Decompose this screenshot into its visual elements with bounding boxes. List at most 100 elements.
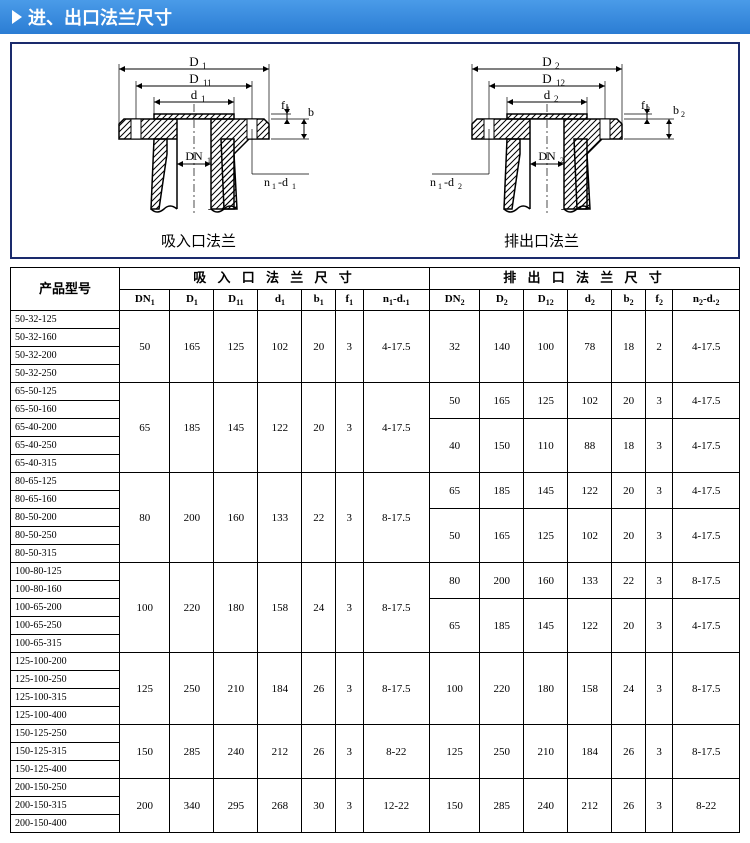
outlet-cell: 20 — [612, 599, 646, 653]
inlet-cell: 8-17.5 — [363, 473, 429, 563]
hdr-out-5: f2 — [645, 289, 672, 311]
hdr-in-3: d1 — [258, 289, 302, 311]
outlet-cell: 8-17.5 — [673, 563, 740, 599]
hdr-in-6: n1-d.1 — [363, 289, 429, 311]
hdr-out-4: b2 — [612, 289, 646, 311]
hdr-out-1: D2 — [480, 289, 524, 311]
inlet-cell: 210 — [214, 653, 258, 725]
inlet-cell: 65 — [120, 383, 170, 473]
outlet-cell: 50 — [429, 383, 479, 419]
outlet-cell: 3 — [645, 473, 672, 509]
outlet-cell: 4-17.5 — [673, 473, 740, 509]
outlet-cell: 184 — [568, 725, 612, 779]
outlet-cell: 158 — [568, 653, 612, 725]
hdr-outlet: 排 出 口 法 兰 尺 寸 — [429, 268, 739, 290]
outlet-cell: 65 — [429, 473, 479, 509]
inlet-cell: 20 — [302, 311, 336, 383]
outlet-cell: 100 — [524, 311, 568, 383]
inlet-cell: 125 — [120, 653, 170, 725]
outlet-cell: 125 — [524, 509, 568, 563]
outlet-cell: 20 — [612, 383, 646, 419]
svg-text:-d: -d — [278, 175, 288, 189]
outlet-cell: 32 — [429, 311, 479, 383]
inlet-cell: 102 — [258, 311, 302, 383]
table-row: 80-65-125802001601332238-17.565185145122… — [11, 473, 740, 491]
inlet-cell: 212 — [258, 725, 302, 779]
inlet-cell: 22 — [302, 473, 336, 563]
svg-text:2: 2 — [560, 156, 564, 165]
svg-text:D: D — [542, 54, 551, 69]
model-cell: 200-150-315 — [11, 797, 120, 815]
inlet-cell: 4-17.5 — [363, 311, 429, 383]
outlet-flange-svg: D2 D12 d2 DN2 f2 b2 — [392, 54, 692, 224]
inlet-cell: 185 — [170, 383, 214, 473]
model-cell: 50-32-200 — [11, 347, 120, 365]
outlet-cell: 26 — [612, 725, 646, 779]
outlet-caption: 排出口法兰 — [392, 230, 692, 251]
svg-text:d: d — [543, 87, 550, 102]
outlet-cell: 165 — [480, 383, 524, 419]
hdr-inlet: 吸 入 口 法 兰 尺 寸 — [120, 268, 430, 290]
svg-text:2: 2 — [555, 61, 560, 71]
svg-text:1: 1 — [272, 182, 276, 191]
inlet-cell: 3 — [336, 311, 363, 383]
svg-text:DN: DN — [538, 149, 556, 163]
svg-text:-d: -d — [444, 175, 454, 189]
hdr-out-2: D12 — [524, 289, 568, 311]
hdr-in-0: DN1 — [120, 289, 170, 311]
outlet-cell: 3 — [645, 383, 672, 419]
model-cell: 150-125-250 — [11, 725, 120, 743]
inlet-cell: 200 — [170, 473, 214, 563]
inlet-caption: 吸入口法兰 — [59, 230, 339, 251]
model-cell: 50-32-125 — [11, 311, 120, 329]
outlet-cell: 212 — [568, 779, 612, 833]
table-row: 65-50-125651851451222034-17.550165125102… — [11, 383, 740, 401]
hdr-in-1: D1 — [170, 289, 214, 311]
outlet-cell: 220 — [480, 653, 524, 725]
svg-text:DN: DN — [185, 149, 203, 163]
model-cell: 65-40-250 — [11, 437, 120, 455]
model-cell: 100-65-250 — [11, 617, 120, 635]
flange-table: 产品型号吸 入 口 法 兰 尺 寸排 出 口 法 兰 尺 寸DN1D1D11d1… — [10, 267, 740, 833]
inlet-cell: 80 — [120, 473, 170, 563]
outlet-cell: 8-17.5 — [673, 653, 740, 725]
svg-text:12: 12 — [556, 78, 565, 88]
model-cell: 150-125-400 — [11, 761, 120, 779]
inlet-cell: 8-17.5 — [363, 563, 429, 653]
outlet-cell: 150 — [480, 419, 524, 473]
outlet-cell: 3 — [645, 509, 672, 563]
outlet-cell: 20 — [612, 473, 646, 509]
svg-text:f: f — [281, 98, 285, 112]
outlet-cell: 8-17.5 — [673, 725, 740, 779]
inlet-diagram: D1 D11 d1 DN1 f1 b — [59, 54, 339, 251]
svg-text:1: 1 — [207, 156, 211, 165]
inlet-cell: 3 — [336, 653, 363, 725]
svg-text:n: n — [264, 175, 270, 189]
table-row: 150-125-2501502852402122638-221252502101… — [11, 725, 740, 743]
inlet-cell: 165 — [170, 311, 214, 383]
svg-text:b: b — [673, 103, 679, 117]
model-cell: 100-65-315 — [11, 635, 120, 653]
outlet-cell: 88 — [568, 419, 612, 473]
inlet-cell: 125 — [214, 311, 258, 383]
svg-text:b: b — [308, 105, 314, 119]
svg-text:1: 1 — [201, 94, 206, 104]
outlet-cell: 125 — [429, 725, 479, 779]
svg-text:1: 1 — [438, 182, 442, 191]
inlet-cell: 12-22 — [363, 779, 429, 833]
outlet-cell: 133 — [568, 563, 612, 599]
outlet-cell: 210 — [524, 725, 568, 779]
inlet-cell: 285 — [170, 725, 214, 779]
svg-text:11: 11 — [203, 78, 212, 88]
outlet-cell: 122 — [568, 599, 612, 653]
outlet-cell: 100 — [429, 653, 479, 725]
outlet-cell: 18 — [612, 419, 646, 473]
inlet-cell: 3 — [336, 779, 363, 833]
model-cell: 100-80-125 — [11, 563, 120, 581]
model-cell: 100-80-160 — [11, 581, 120, 599]
inlet-cell: 160 — [214, 473, 258, 563]
outlet-cell: 50 — [429, 509, 479, 563]
model-cell: 80-65-160 — [11, 491, 120, 509]
inlet-cell: 8-22 — [363, 725, 429, 779]
flange-table-wrap: 产品型号吸 入 口 法 兰 尺 寸排 出 口 法 兰 尺 寸DN1D1D11d1… — [10, 267, 740, 833]
